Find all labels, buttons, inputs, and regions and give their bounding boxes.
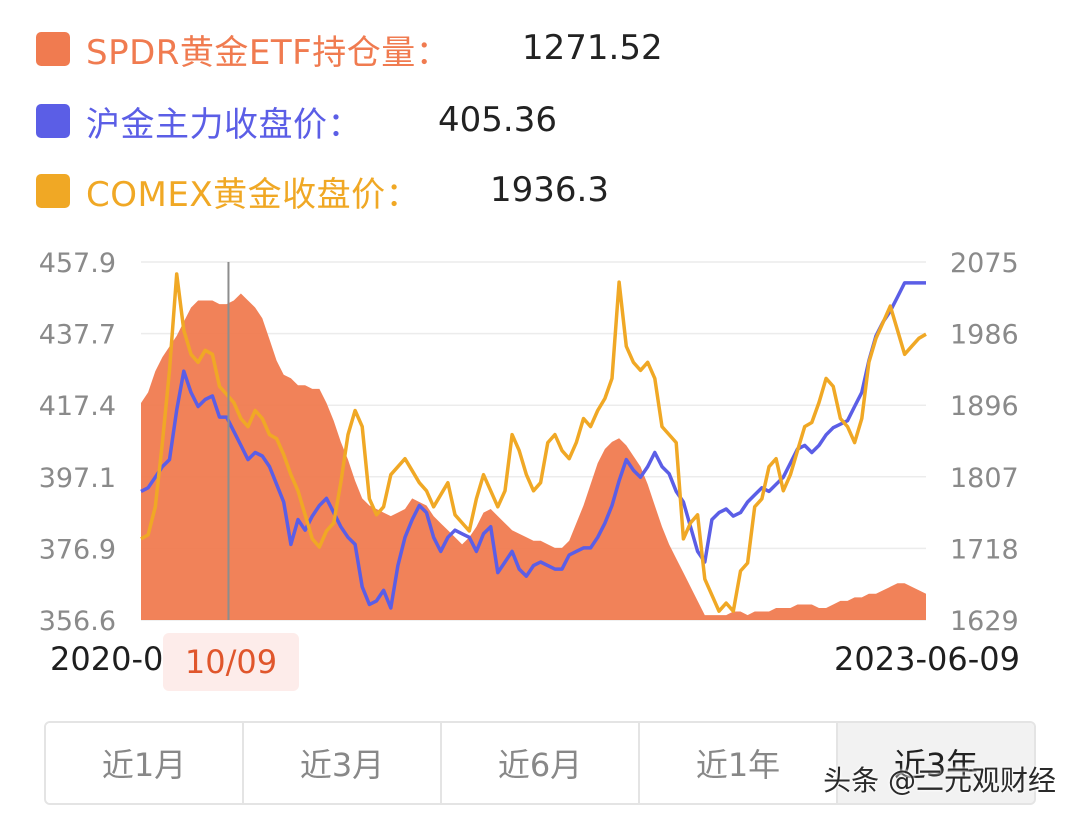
range-tab-1m[interactable]: 近1月 xyxy=(46,723,244,803)
legend-value-shfe: 405.36 xyxy=(438,100,557,140)
legend-item-comex: COMEX黄金收盘价： xyxy=(36,167,420,215)
legend-label-shfe: 沪金主力收盘价： xyxy=(86,104,362,145)
series-line-comex xyxy=(140,272,927,613)
gold-chart[interactable]: 457.9 437.7 417.4 397.1 376.9 356.6 2075 1986 1… xyxy=(0,235,1080,635)
right-tick-label: 2075 xyxy=(950,248,1019,279)
legend-swatch-spdr xyxy=(36,32,70,66)
left-tick-label: 356.6 xyxy=(39,606,116,635)
legend-label-comex: COMEX黄金收盘价： xyxy=(86,174,421,215)
spdr-area-layer xyxy=(141,293,926,620)
left-axis: 457.9 437.7 417.4 397.1 376.9 356.6 xyxy=(39,248,116,635)
left-tick-label: 417.4 xyxy=(39,391,116,422)
price-lines-layer xyxy=(140,272,927,613)
x-crosshair-tooltip: 10/09 xyxy=(163,633,299,691)
x-start-label: 2020-0 xyxy=(50,640,164,678)
right-tick-label: 1986 xyxy=(950,320,1019,351)
legend-item-spdr: SPDR黄金ETF持仓量： xyxy=(36,25,450,73)
legend-item-shfe: 沪金主力收盘价： xyxy=(36,97,362,145)
legend-swatch-comex xyxy=(36,174,70,208)
x-end-label: 2023-06-09 xyxy=(834,640,1020,678)
left-tick-label: 457.9 xyxy=(39,248,116,279)
watermark: 头条 @二元观财经 xyxy=(823,764,1056,797)
range-selector: 近1月 近3月 近6月 近1年 近3年 xyxy=(44,721,1036,805)
range-tab-3m[interactable]: 近3月 xyxy=(244,723,442,803)
right-tick-label: 1896 xyxy=(950,391,1019,422)
right-tick-label: 1629 xyxy=(950,606,1019,635)
legend-swatch-shfe xyxy=(36,104,70,138)
range-tab-1y[interactable]: 近1年 xyxy=(640,723,838,803)
range-tab-3y[interactable]: 近3年 xyxy=(838,723,1034,803)
range-tab-6m[interactable]: 近6月 xyxy=(442,723,640,803)
series-area-spdr xyxy=(141,293,926,620)
left-tick-label: 437.7 xyxy=(39,320,116,351)
legend-label-spdr: SPDR黄金ETF持仓量： xyxy=(86,32,451,73)
right-tick-label: 1718 xyxy=(950,534,1019,565)
right-axis: 2075 1986 1896 1807 1718 1629 xyxy=(950,248,1019,635)
left-tick-label: 376.9 xyxy=(39,534,116,565)
left-tick-label: 397.1 xyxy=(39,463,116,494)
right-tick-label: 1807 xyxy=(950,463,1019,494)
legend-value-spdr: 1271.52 xyxy=(522,28,663,68)
legend-value-comex: 1936.3 xyxy=(490,170,609,210)
